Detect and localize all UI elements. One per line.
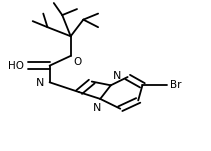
- Text: Br: Br: [170, 80, 181, 90]
- Text: HO: HO: [8, 61, 24, 71]
- Text: N: N: [112, 71, 121, 81]
- Text: O: O: [73, 57, 81, 67]
- Text: N: N: [93, 103, 101, 113]
- Text: N: N: [36, 78, 44, 88]
